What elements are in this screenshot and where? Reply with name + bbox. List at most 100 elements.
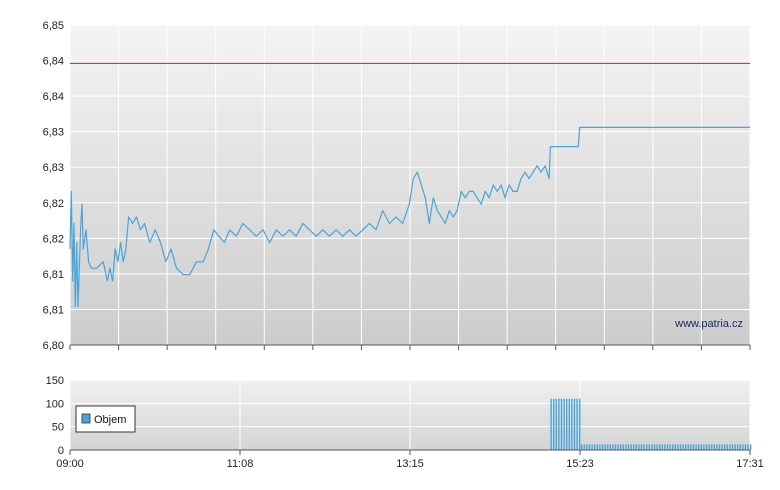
volume-bar	[640, 444, 643, 450]
volume-bar	[560, 398, 563, 450]
price-line-group	[69, 126, 750, 308]
price-y-tick-label: 6,85	[43, 20, 64, 32]
volume-bar	[666, 444, 669, 450]
volume-bar	[708, 444, 710, 450]
volume-bar	[703, 444, 705, 450]
volume-bar	[643, 444, 645, 450]
volume-x-tick-label: 13:15	[396, 458, 424, 470]
volume-bar	[672, 444, 674, 450]
volume-bar	[716, 444, 718, 450]
volume-y-ticks: 0 50 100 150	[46, 375, 64, 457]
volume-x-tick-label: 11:08	[227, 458, 254, 470]
volume-bar	[622, 444, 624, 450]
legend-box	[75, 405, 136, 433]
volume-x-tick-label: 09:00	[56, 458, 84, 470]
volume-bar	[718, 444, 721, 450]
volume-bar	[656, 444, 658, 450]
volume-bar	[685, 444, 687, 450]
volume-bar	[553, 398, 555, 450]
volume-bar	[682, 444, 684, 450]
volume-grid	[69, 379, 751, 450]
volume-bar	[721, 444, 723, 450]
volume-bar	[648, 444, 650, 450]
volume-bar	[664, 444, 666, 450]
volume-bar	[614, 444, 617, 450]
volume-bar	[568, 398, 570, 450]
volume-bar	[583, 444, 585, 450]
volume-bar	[555, 398, 557, 450]
volume-bar	[588, 444, 591, 450]
volume-bar	[581, 444, 583, 450]
legend-swatch	[81, 413, 91, 424]
volume-bar	[679, 444, 682, 450]
volume-bar	[737, 444, 739, 450]
volume-bar	[729, 444, 731, 450]
volume-bar	[651, 444, 653, 450]
volume-bar	[659, 444, 661, 450]
volume-bar	[661, 444, 663, 450]
watermark: www.patria.cz	[674, 318, 743, 330]
volume-bar	[563, 398, 565, 450]
price-y-tick-label: 6,82	[43, 198, 64, 210]
volume-bar	[591, 444, 593, 450]
volume-y-tick-label: 0	[58, 445, 64, 457]
volume-x-tick-label: 15:23	[566, 458, 594, 470]
volume-bar	[620, 444, 622, 450]
volume-bar	[638, 444, 640, 450]
price-y-tick-label: 6,81	[43, 269, 64, 281]
volume-bar	[731, 444, 734, 450]
volume-bar	[617, 444, 619, 450]
volume-bar	[627, 444, 630, 450]
price-y-tick-label: 6,83	[43, 162, 64, 174]
volume-bar	[573, 398, 576, 450]
volume-bars	[550, 398, 752, 450]
volume-bar	[576, 398, 578, 450]
volume-bar	[579, 398, 581, 450]
volume-bar	[747, 444, 749, 450]
volume-bar	[674, 444, 676, 450]
volume-bar	[586, 444, 588, 450]
volume-bar	[687, 444, 689, 450]
volume-bar	[646, 444, 648, 450]
volume-y-tick-label: 150	[46, 375, 64, 387]
volume-bar	[601, 444, 604, 450]
volume-x-ticks: 09:00 11:08 13:15 15:23 17:31	[56, 450, 764, 470]
volume-bar	[633, 444, 635, 450]
price-y-ticks: 6,80 6,81 6,81 6,82 6,82 6,83 6,83 6,84 6,84 6,85	[43, 20, 64, 352]
volume-bar	[726, 444, 728, 450]
volume-bar	[677, 444, 679, 450]
volume-bar	[612, 444, 614, 450]
volume-bar	[698, 444, 700, 450]
volume-bar	[669, 444, 671, 450]
price-y-tick-label: 6,81	[43, 304, 64, 316]
volume-bar	[594, 444, 596, 450]
volume-bar	[571, 398, 573, 450]
price-y-tick-label: 6,84	[43, 91, 64, 103]
volume-bar	[609, 444, 611, 450]
volume-bar	[705, 444, 708, 450]
volume-bar	[744, 444, 747, 450]
volume-bar	[635, 444, 637, 450]
volume-bar	[700, 444, 702, 450]
price-y-tick-label: 6,82	[43, 233, 64, 245]
volume-bar	[625, 444, 627, 450]
volume-y-tick-label: 50	[52, 422, 64, 434]
volume-bar	[711, 444, 713, 450]
volume-bar	[596, 444, 598, 450]
volume-bar	[750, 444, 752, 450]
volume-bar	[690, 444, 692, 450]
volume-bar	[566, 398, 568, 450]
volume-bar	[713, 444, 715, 450]
volume-bar	[695, 444, 697, 450]
price-x-tick-marks	[69, 345, 751, 350]
volume-bar	[604, 444, 606, 450]
volume-bar	[558, 398, 560, 450]
price-series-line	[69, 126, 750, 308]
volume-bar	[724, 444, 726, 450]
volume-bar	[734, 444, 736, 450]
volume-bar	[653, 444, 656, 450]
volume-x-tick-label: 17:31	[736, 458, 764, 470]
price-grid	[69, 24, 751, 345]
